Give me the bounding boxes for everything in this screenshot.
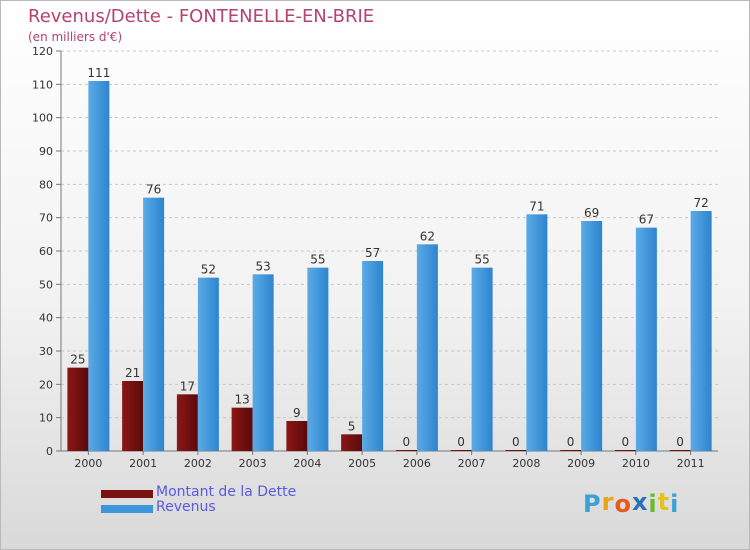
legend-swatch-revenus (101, 505, 153, 513)
bar-revenus (635, 227, 657, 451)
x-tick-label: 2009 (567, 457, 595, 470)
data-label-dette: 0 (512, 435, 520, 449)
y-tick-label: 70 (39, 212, 53, 225)
chart-subtitle: (en milliers d'€) (28, 30, 123, 44)
data-label-revenus: 76 (146, 183, 161, 197)
y-tick-label: 80 (39, 178, 53, 191)
data-label-revenus: 67 (639, 213, 654, 227)
data-label-dette: 0 (676, 435, 684, 449)
data-label-dette: 0 (567, 435, 575, 449)
x-tick-label: 2007 (458, 457, 486, 470)
bar-revenus (252, 274, 274, 451)
data-label-revenus: 69 (584, 206, 599, 220)
bar-dette (450, 450, 472, 451)
bar-revenus (690, 211, 712, 451)
bar-revenus (471, 267, 493, 451)
bar-dette (505, 450, 527, 451)
y-tick-label: 50 (39, 278, 53, 291)
data-label-dette: 13 (234, 393, 249, 407)
x-tick-label: 2011 (677, 457, 705, 470)
data-label-dette: 25 (70, 353, 85, 367)
y-tick-label: 90 (39, 145, 53, 158)
bar-dette (395, 450, 417, 451)
bar-dette (67, 367, 89, 451)
data-label-revenus: 72 (693, 196, 708, 210)
y-tick-label: 10 (39, 412, 53, 425)
data-label-dette: 0 (457, 435, 465, 449)
y-tick-label: 0 (46, 445, 53, 458)
bar-revenus (307, 267, 329, 451)
y-tick-label: 110 (32, 78, 53, 91)
chart-title: Revenus/Dette - FONTENELLE-EN-BRIE (28, 6, 375, 27)
x-tick-label: 2008 (512, 457, 540, 470)
x-tick-label: 2000 (74, 457, 102, 470)
y-tick-label: 100 (32, 112, 53, 125)
logo-letter: i (670, 490, 680, 518)
data-label-dette: 21 (125, 366, 140, 380)
bar-revenus (362, 261, 384, 451)
bar-revenus (416, 244, 438, 451)
x-tick-label: 2001 (129, 457, 157, 470)
data-label-revenus: 57 (365, 246, 380, 260)
logo-letter: r (601, 488, 615, 516)
data-label-dette: 5 (348, 419, 356, 433)
bar-revenus (526, 214, 548, 451)
bar-dette (286, 421, 308, 451)
legend-label-dette: Montant de la Dette (156, 484, 297, 500)
bar-dette (231, 407, 253, 451)
y-tick-label: 40 (39, 312, 53, 325)
proxiti-logo: Proxiti (583, 488, 680, 518)
bar-dette (669, 450, 691, 451)
data-label-revenus: 111 (87, 66, 110, 80)
bar-dette (122, 381, 144, 451)
data-label-revenus: 52 (201, 263, 216, 277)
data-label-revenus: 62 (420, 229, 435, 243)
x-tick-label: 2005 (348, 457, 376, 470)
data-label-revenus: 55 (310, 253, 325, 267)
x-tick-label: 2004 (293, 457, 321, 470)
x-tick-label: 2010 (622, 457, 650, 470)
bar-revenus (197, 277, 219, 451)
bar-dette (176, 394, 198, 451)
data-label-dette: 0 (622, 435, 630, 449)
bar-revenus (581, 221, 603, 451)
data-label-revenus: 55 (474, 253, 489, 267)
logo-letter: P (583, 490, 602, 518)
data-label-dette: 0 (403, 435, 411, 449)
x-tick-label: 2002 (184, 457, 212, 470)
bar-dette (560, 450, 582, 451)
bar-revenus (88, 81, 110, 451)
data-label-dette: 9 (293, 406, 301, 420)
legend-label-revenus: Revenus (156, 499, 216, 515)
y-tick-label: 20 (39, 378, 53, 391)
y-tick-label: 60 (39, 245, 53, 258)
y-tick-label: 30 (39, 345, 53, 358)
bar-dette (614, 450, 636, 451)
y-tick-label: 120 (32, 45, 53, 58)
x-tick-label: 2003 (239, 457, 267, 470)
logo-letter: t (657, 488, 671, 516)
logo-letter: x (631, 488, 649, 516)
logo-letter: o (614, 490, 632, 518)
data-label-revenus: 53 (255, 259, 270, 273)
x-tick-label: 2006 (403, 457, 431, 470)
bar-revenus (143, 197, 165, 451)
data-label-revenus: 71 (529, 199, 544, 213)
bar-dette (341, 434, 363, 451)
logo-letter: i (648, 490, 658, 518)
legend-swatch-dette (101, 490, 153, 498)
data-label-dette: 17 (180, 379, 195, 393)
